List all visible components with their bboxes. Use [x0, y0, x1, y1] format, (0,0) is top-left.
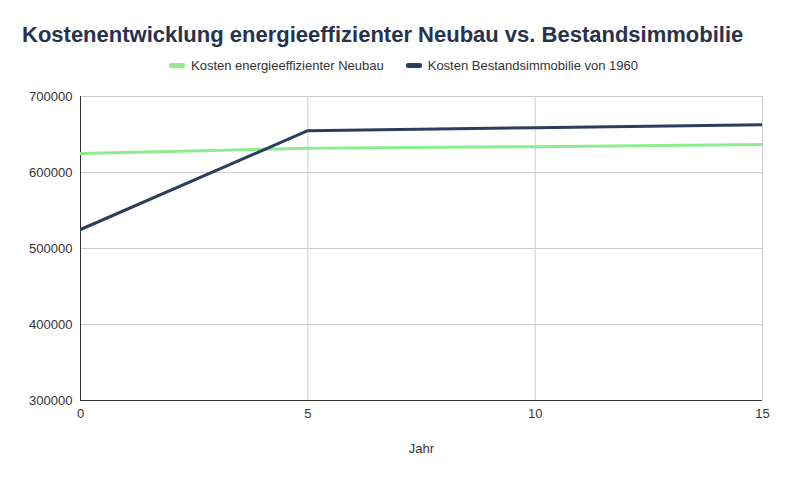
svg-text:Jahr: Jahr [409, 441, 435, 456]
svg-text:10: 10 [528, 406, 542, 421]
svg-text:0: 0 [77, 406, 84, 421]
html-text:Kosten energieeffizienter Neub: Kosten energieeffizienter Neubau [191, 57, 384, 73]
svg-text:5: 5 [304, 406, 311, 421]
svg-text:600000: 600000 [29, 165, 72, 180]
svg-text:15: 15 [755, 406, 769, 421]
html-text:Kostenentwicklung energieeffiz: Kostenentwicklung energieeffizienter Neu… [22, 22, 744, 47]
svg-text:400000: 400000 [29, 317, 72, 332]
svg-text:500000: 500000 [29, 241, 72, 256]
html-text:Kosten Bestandsimmobilie von 1: Kosten Bestandsimmobilie von 1960 [427, 57, 638, 73]
svg-text:700000: 700000 [29, 89, 72, 104]
svg-text:300000: 300000 [29, 393, 72, 408]
